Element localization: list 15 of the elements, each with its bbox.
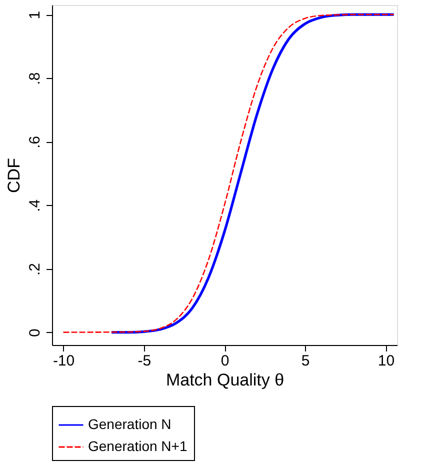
y-tick-label: .8 bbox=[26, 72, 44, 85]
x-tick-label: 0 bbox=[220, 352, 230, 370]
x-axis-title: Match Quality θ bbox=[166, 370, 284, 390]
x-tick-label: -10 bbox=[52, 352, 75, 370]
legend-label: Generation N bbox=[88, 416, 172, 432]
y-tick-label: 0 bbox=[26, 328, 44, 337]
y-tick-label: .4 bbox=[26, 199, 44, 212]
y-tick-label: .6 bbox=[26, 136, 44, 148]
y-tick-label: .2 bbox=[26, 262, 44, 276]
legend-label: Generation N+1 bbox=[88, 438, 188, 454]
x-tick-label: -5 bbox=[138, 352, 152, 370]
x-tick-label: 10 bbox=[378, 352, 395, 370]
y-axis-title: CDF bbox=[4, 158, 24, 193]
x-tick-label: 5 bbox=[301, 352, 310, 370]
y-tick-label: 1 bbox=[26, 10, 44, 20]
